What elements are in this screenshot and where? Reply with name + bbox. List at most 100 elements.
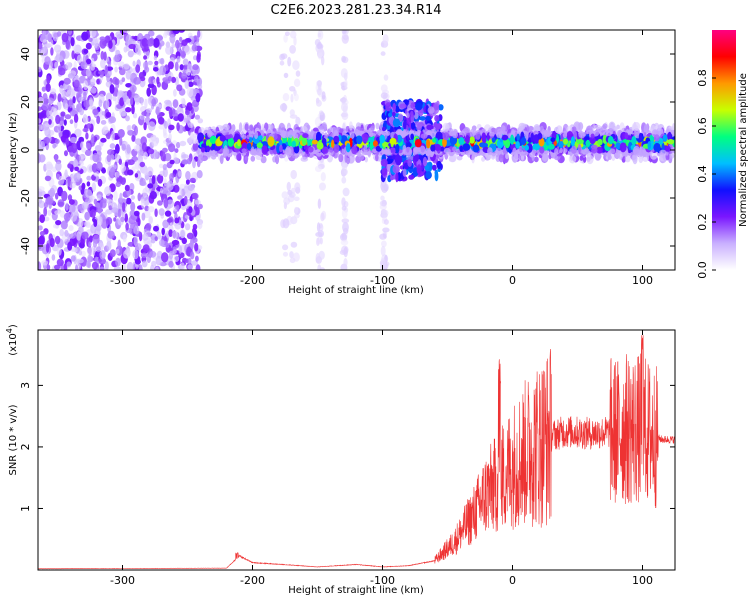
spectrogram-cell: [66, 261, 72, 268]
spectrogram-cell: [187, 264, 194, 270]
spectrogram-cell: [192, 133, 198, 138]
spectrogram-cell: [340, 112, 348, 118]
spectrogram-cell: [134, 259, 141, 265]
spectrogram-cell: [98, 99, 103, 108]
spectrogram-cell: [317, 198, 322, 209]
spectrogram-cell: [163, 178, 167, 187]
spectrogram-cell: [197, 118, 204, 124]
spectrogram-cell: [172, 30, 180, 35]
spectrogram-cell: [343, 227, 349, 235]
spectrogram-cell: [176, 141, 181, 149]
spectrogram-cell: [124, 184, 130, 192]
spectrogram-cell: [79, 107, 84, 116]
spectrogram-cell: [38, 112, 45, 118]
spectrogram-cell: [81, 31, 89, 41]
spectrogram-cell: [531, 149, 537, 154]
spectrogram-cell: [42, 93, 48, 102]
spectrogram-cell: [122, 30, 131, 33]
spectrogram-cell: [96, 115, 101, 125]
spectrogram-cell: [609, 148, 616, 154]
spectrogram-cell: [65, 202, 69, 211]
spectrogram-cell: [133, 94, 141, 103]
spectrogram-cell: [98, 70, 105, 75]
spectrogram-cell: [160, 57, 165, 65]
spectrogram-cell: [481, 156, 486, 162]
spectrogram-cell: [173, 89, 177, 97]
spectrogram-cell: [116, 54, 123, 60]
spectrogram-cell: [60, 111, 66, 117]
spectrogram-cell: [50, 47, 54, 56]
spectrogram-cell: [300, 156, 309, 162]
spectrogram-cell: [342, 169, 348, 176]
spectrogram-cell: [147, 206, 155, 213]
spectrogram-cell: [183, 195, 188, 206]
spectrogram-cell: [358, 154, 365, 161]
spectrogram-cell: [283, 197, 291, 205]
spectrogram-cell: [85, 132, 89, 140]
spectrogram-cell: [56, 258, 64, 267]
spectrogram-cell: [161, 252, 169, 263]
spectrogram-cell: [343, 258, 348, 267]
spectrogram-cell: [123, 250, 131, 259]
spectrogram-cell: [139, 76, 146, 82]
spectrogram-cell: [115, 143, 120, 154]
spectrogram-cell: [144, 66, 150, 73]
spectrogram-cell: [315, 99, 322, 107]
spectrogram-cell: [167, 76, 172, 82]
spectrogram-cell: [101, 126, 109, 135]
spectrogram-cell: [172, 99, 179, 109]
spectrogram-cell: [283, 34, 288, 43]
spectrogram-cell: [406, 112, 410, 119]
spectrogram-cell: [68, 199, 75, 205]
spectrogram-cell: [403, 162, 409, 170]
spectrogram-cell: [390, 175, 394, 181]
spectrogram-cell: [137, 192, 142, 202]
spectrogram-cell: [64, 114, 72, 120]
spectrogram-cell: [65, 61, 72, 71]
spectrogram-cell: [86, 247, 94, 256]
spectrogram-cell: [379, 264, 387, 270]
spectrogram-cell: [169, 34, 176, 44]
spectrogram-cell: [472, 144, 480, 153]
spectrogram-cell: [383, 219, 389, 225]
spectrogram-cell: [66, 89, 74, 98]
spectrogram-cell: [392, 164, 400, 174]
spectrogram-cell: [107, 230, 115, 239]
spectrogram-cell: [59, 84, 64, 94]
spectrogram-cell: [180, 262, 185, 270]
spectrogram-cell: [134, 44, 141, 55]
spectrogram-cell: [85, 189, 93, 199]
spectrogram-cell: [54, 61, 58, 69]
spectrogram-cell: [321, 56, 325, 66]
spectrogram-cell: [144, 43, 149, 52]
spectrogram-cell: [106, 154, 112, 163]
spectrogram-cell: [341, 208, 348, 219]
spectrogram-cell: [59, 210, 66, 218]
spectrogram-cell: [110, 154, 115, 161]
spectrogram-cell: [109, 84, 115, 94]
spectrogram-cell: [194, 199, 201, 205]
spectrogram-cell: [148, 216, 153, 225]
spectrogram-cell: [295, 70, 301, 77]
spectrogram-cell: [103, 51, 107, 61]
spectrogram-cell: [403, 119, 407, 130]
spectrogram-cell: [54, 210, 61, 215]
spectrogram-cell: [197, 203, 203, 210]
spectrogram-cells: [38, 30, 675, 270]
spectrogram-cell: [71, 142, 78, 154]
spectrogram-cell: [133, 112, 138, 119]
spectrogram-cell: [395, 105, 400, 113]
spectrogram-cell: [46, 196, 54, 205]
spectrogram-cell: [381, 42, 385, 48]
spectrogram-cell: [69, 119, 74, 125]
spectrogram-cell: [109, 249, 116, 258]
spectrogram-cell: [126, 169, 134, 176]
spectrogram-cell: [101, 111, 106, 116]
spectrogram-cell: [669, 153, 675, 159]
spectrogram-cell: [78, 250, 83, 256]
spectrogram-cell: [184, 79, 190, 89]
spectrogram-cell: [108, 40, 113, 49]
spectrogram-cell: [171, 43, 176, 49]
spectrogram-cell: [74, 128, 82, 138]
